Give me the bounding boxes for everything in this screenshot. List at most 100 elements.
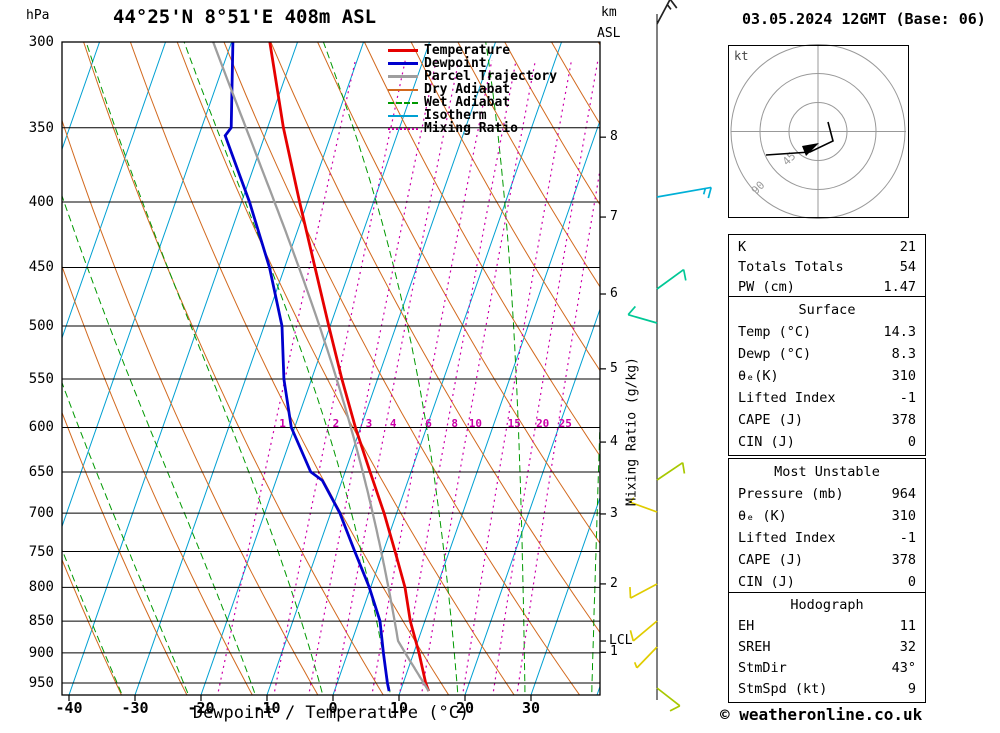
temp-tick-label: -10 <box>253 699 281 717</box>
hodograph-box <box>728 45 909 218</box>
wet-adiabat-line <box>183 42 391 695</box>
legend-label: Temperature <box>424 43 511 58</box>
isotherm-line <box>134 42 365 695</box>
temp-tick-label: 30 <box>521 699 541 717</box>
stat-value: 8.3 <box>891 346 916 362</box>
legend-label: Dry Adiabat <box>424 82 511 97</box>
wind-barb <box>630 583 658 599</box>
table-row: Lifted Index -1 <box>729 387 925 409</box>
mixing-ratio-value-label: 8 <box>451 417 458 430</box>
hodograph-table: Hodograph EH 11 SREH 32 StmDir 43° StmSpd (kt)… <box>728 592 926 703</box>
stat-value: 964 <box>891 486 916 502</box>
stat-label: StmSpd (kt) <box>738 681 828 697</box>
mixing-ratio-line <box>308 60 437 695</box>
temp-tick-label: 0 <box>328 699 338 717</box>
pressure-tick-label: 300 <box>28 34 54 50</box>
table-row: PW (cm) 1.47 <box>729 277 925 297</box>
table-row: K 21 <box>729 237 925 257</box>
surface-table: Surface Temp (°C) 14.3 Dewp (°C) 8.3 θₑ(K) 31… <box>728 296 926 456</box>
wind-barb-tick <box>707 187 712 199</box>
pressure-tick-label: 800 <box>28 579 54 596</box>
wind-barb-tick <box>669 705 681 712</box>
isotherm-line <box>266 42 497 695</box>
dry-adiabat-line <box>83 42 384 695</box>
pressure-tick-label: 700 <box>28 505 54 522</box>
parcel-curve <box>211 42 430 692</box>
isotherm-line <box>530 496 600 695</box>
dry-adiabat-line <box>223 42 581 695</box>
mixing-ratio-value-label: 20 <box>536 417 549 430</box>
dry-adiabat-line <box>62 264 253 695</box>
stat-label: CAPE (J) <box>738 412 804 428</box>
stat-label: EH <box>738 618 755 634</box>
km-tick-label: 3 <box>610 505 618 521</box>
km-tick-label: 2 <box>610 575 618 591</box>
temp-tick-label: -20 <box>187 699 215 717</box>
mixing-ratio-value-label: 6 <box>425 417 432 430</box>
stat-label: PW (cm) <box>738 279 795 295</box>
legend-item: Dry Adiabat <box>388 83 557 96</box>
hodograph-unit-label: kt <box>734 49 749 63</box>
table-header: Surface <box>798 302 856 318</box>
km-tick-label: 1 <box>610 644 618 660</box>
table-row: SREH 32 <box>729 637 925 658</box>
table-row: StmSpd (kt) 9 <box>729 679 925 700</box>
stat-value: 14.3 <box>883 324 916 340</box>
isotherm-line <box>464 307 600 695</box>
km-tick-label: 4 <box>610 434 618 450</box>
mixing-ratio-value-label: 3 <box>366 417 373 430</box>
stat-label: K <box>738 239 747 255</box>
stat-label: Lifted Index <box>738 390 836 406</box>
temp-tick-label: 20 <box>455 699 475 717</box>
stat-value: -1 <box>899 390 916 406</box>
stat-label: Pressure (mb) <box>738 486 844 502</box>
pressure-tick-label: 850 <box>28 613 54 630</box>
km-tick-label: 6 <box>610 286 618 301</box>
pressure-tick-label: 950 <box>28 674 54 691</box>
stat-label: CAPE (J) <box>738 552 804 568</box>
temp-tick-label: -40 <box>55 699 83 717</box>
wind-barb <box>629 501 658 513</box>
legend-swatch-solid <box>388 49 418 52</box>
stat-value: 1.47 <box>883 279 916 295</box>
table-row: StmDir 43° <box>729 658 925 679</box>
wind-barb-tick <box>629 630 635 642</box>
legend-item: Mixing Ratio <box>388 122 557 135</box>
legend-swatch-solid <box>388 114 418 117</box>
mixing-ratio-value-label: 1 <box>279 417 286 430</box>
stat-value: 54 <box>899 259 916 275</box>
stat-value: 32 <box>899 639 916 655</box>
pressure-tick-label: 450 <box>28 259 54 276</box>
isotherm-line <box>332 42 563 695</box>
dry-adiabat-line <box>317 42 600 545</box>
dry-adiabat-line <box>62 119 319 695</box>
most-unstable-table: Most Unstable Pressure (mb) 964 θₑ (K) 310 L… <box>728 458 926 596</box>
wind-barb-half-tick <box>702 188 707 195</box>
legend-label: Parcel Trajectory <box>424 69 558 84</box>
stat-value: 310 <box>891 508 916 524</box>
stat-label: θₑ(K) <box>738 368 779 384</box>
dry-adiabat-line <box>62 411 188 695</box>
wind-barb <box>636 646 658 669</box>
mixing-ratio-line <box>273 60 406 695</box>
lcl-label: LCL <box>609 633 633 649</box>
dry-adiabat-line <box>457 42 600 288</box>
mixing-ratio-value-label: 10 <box>469 417 482 430</box>
watermark: © weatheronline.co.uk <box>720 705 923 724</box>
stat-value: -1 <box>899 530 916 546</box>
table-row: CIN (J) 0 <box>729 431 925 453</box>
wind-barb-tick <box>629 587 632 599</box>
dry-adiabat-line <box>176 42 515 695</box>
table-row: CAPE (J) 378 <box>729 549 925 571</box>
wind-barb <box>627 313 658 324</box>
wind-barb <box>656 186 712 198</box>
mixing-ratio-line <box>516 166 600 695</box>
stat-value: 310 <box>891 368 916 384</box>
legend-swatch-solid <box>388 88 418 91</box>
legend-swatch-dashed <box>388 101 418 104</box>
x-axis-label: Dewpoint / Temperature (°C) <box>192 703 470 723</box>
mixing-ratio-line <box>371 60 493 695</box>
stat-value: 378 <box>891 412 916 428</box>
mixing-ratio-value-label: 2 <box>333 417 340 430</box>
wet-adiabat-line <box>485 42 526 695</box>
